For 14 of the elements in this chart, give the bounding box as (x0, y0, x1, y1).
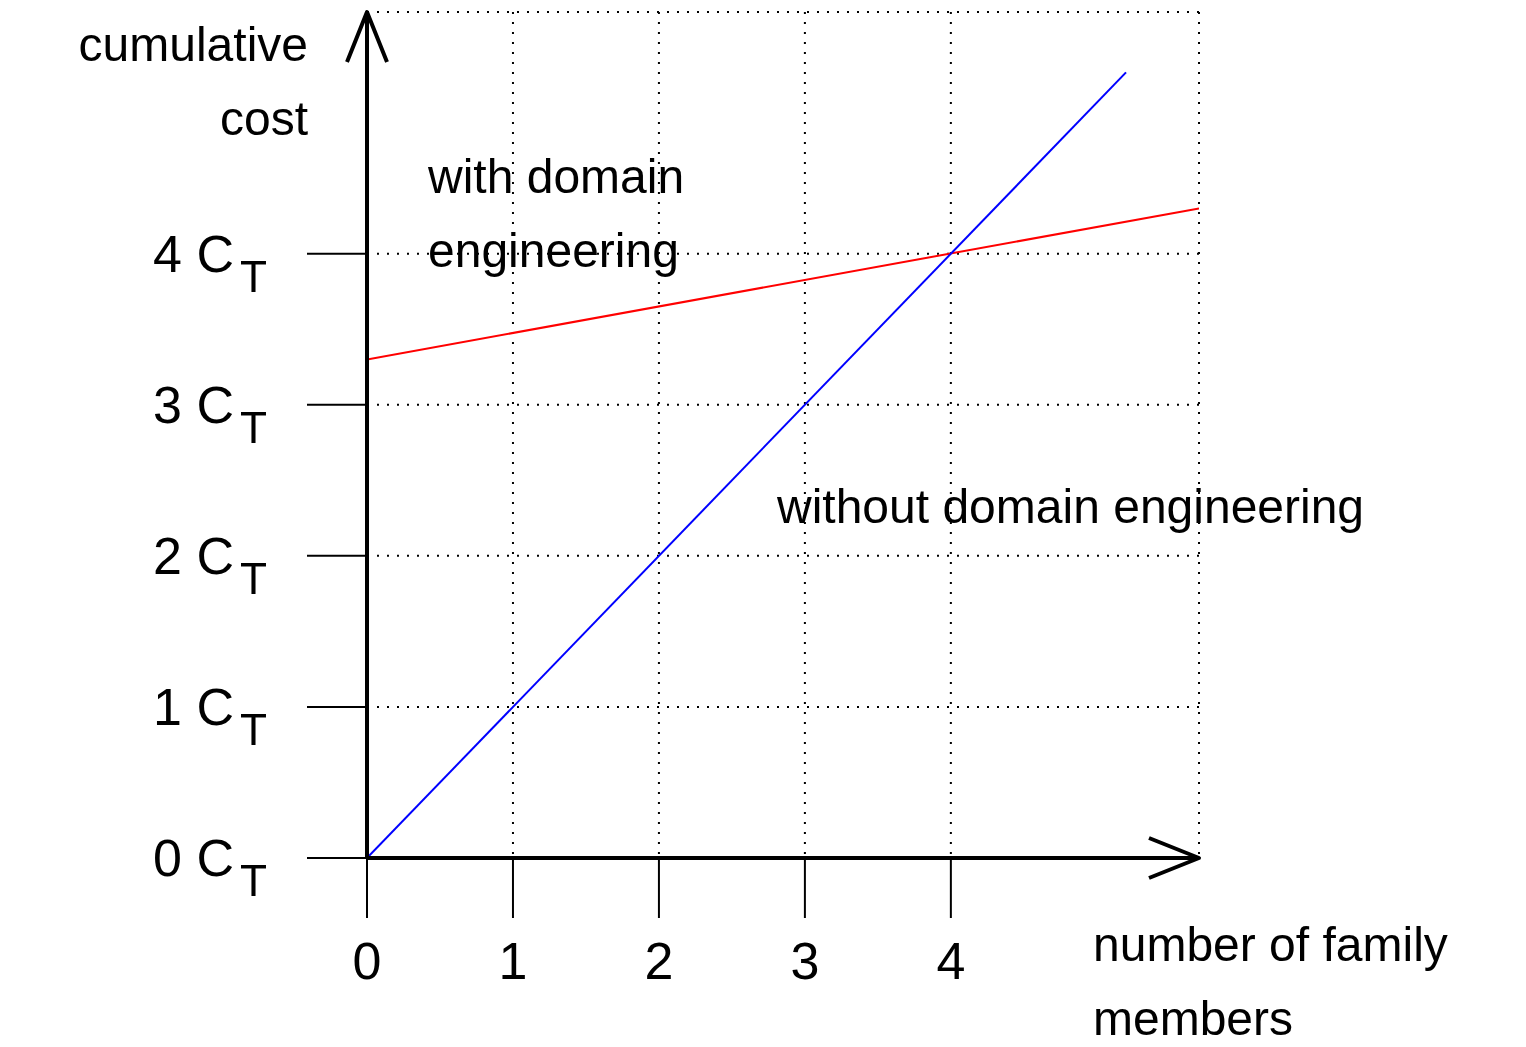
y-tick-label: 3 C$_{T}$ (153, 375, 267, 452)
x-tick-label: 1 (498, 931, 528, 990)
x-tick-label: 2 (644, 931, 674, 990)
y-tick-label: 4 C$_{T}$ (153, 224, 267, 301)
y-tick-label: 2 C$_{T}$ (153, 527, 267, 603)
x-tick-label: 3 (790, 931, 820, 990)
series-label: without domain engineering (777, 479, 1366, 535)
x-axis-title: number of family members (1093, 917, 1449, 1047)
y-axis-title: cumulative cost (77, 17, 308, 147)
series-label: with domain engineering (428, 149, 686, 279)
y-tick-label: 1 C$_{T}$ (153, 678, 267, 754)
y-tick-label: 0 C$_{T}$ (153, 829, 267, 906)
x-tick-label: 4 (936, 931, 966, 990)
x-tick-label: 0 (352, 931, 382, 990)
